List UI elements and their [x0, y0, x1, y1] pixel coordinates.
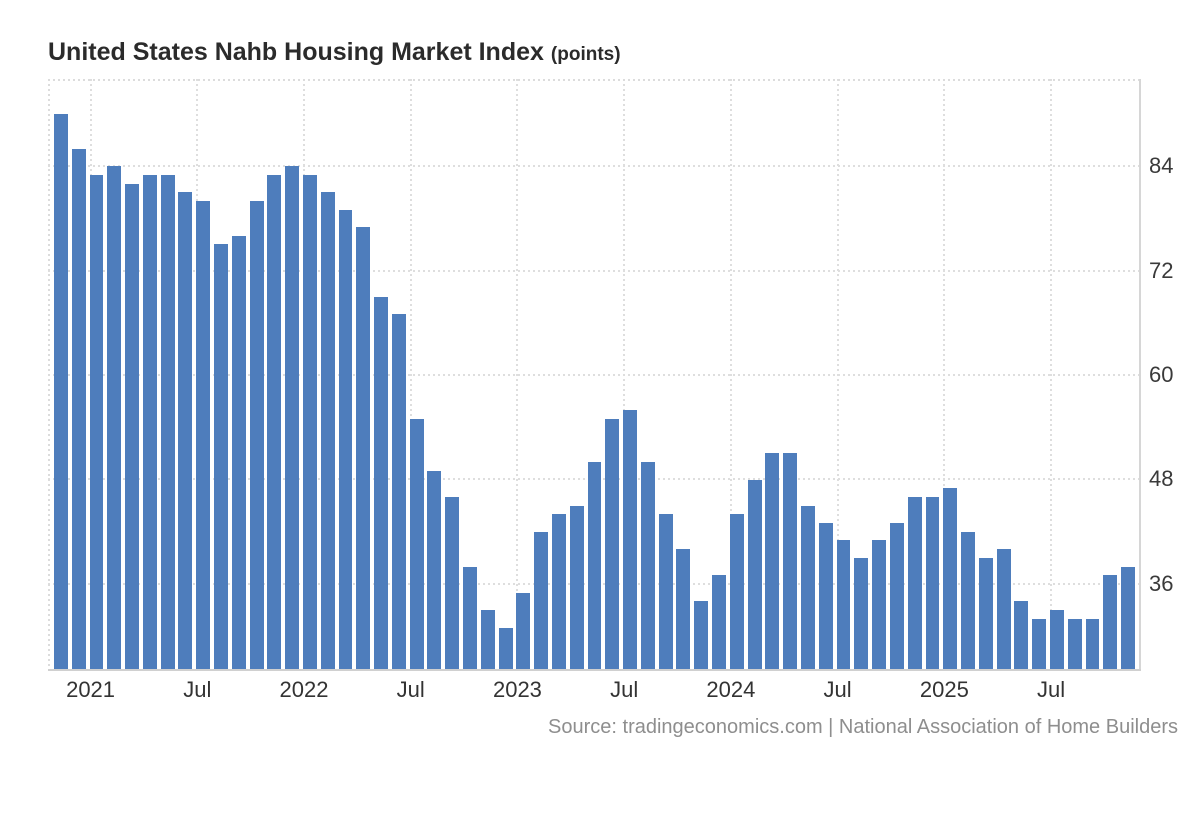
bar[interactable] [1014, 601, 1029, 671]
bar[interactable] [89, 174, 104, 671]
x-axis-tick-label: Jul [183, 677, 212, 702]
h-gridline [48, 269, 1141, 272]
x-axis-tick-label: Jul [1037, 677, 1066, 702]
bar[interactable] [640, 462, 655, 671]
bar[interactable] [391, 314, 406, 671]
bar[interactable] [658, 514, 673, 671]
h-gridline [48, 374, 1141, 376]
y-axis-tick-label: 36 [1149, 570, 1174, 596]
bar[interactable] [302, 174, 317, 671]
bar[interactable] [516, 592, 531, 671]
bar[interactable] [729, 514, 744, 671]
bar[interactable] [231, 235, 246, 671]
bar[interactable] [925, 496, 940, 671]
bar[interactable] [178, 192, 193, 671]
bar[interactable] [107, 166, 122, 671]
bar[interactable] [836, 540, 851, 671]
h-gridline [48, 165, 1141, 168]
bar[interactable] [71, 148, 86, 671]
bar[interactable] [712, 575, 726, 671]
x-axis-tick-label: 2025 [919, 677, 969, 702]
chart-title-units: (points) [550, 44, 621, 65]
bar[interactable] [249, 200, 264, 671]
bar[interactable] [214, 244, 228, 671]
plot-border-right [1139, 79, 1141, 671]
bar[interactable] [445, 496, 460, 671]
bar[interactable] [125, 183, 139, 671]
bar[interactable] [1121, 566, 1136, 671]
bar[interactable] [569, 505, 584, 671]
bar[interactable] [872, 540, 887, 671]
x-axis-tick-label: 2024 [706, 677, 756, 702]
plot-area [48, 79, 1141, 671]
bar[interactable] [587, 462, 602, 671]
chart-title-text: United States Nahb Housing Market Index [48, 38, 544, 66]
bar[interactable] [996, 549, 1011, 671]
bar[interactable] [338, 209, 353, 671]
bar[interactable] [534, 531, 549, 671]
bar[interactable] [623, 409, 638, 671]
bar[interactable] [320, 192, 335, 671]
plot-border-bottom [48, 669, 1141, 671]
bar[interactable] [907, 496, 922, 671]
y-axis-tick-label: 60 [1149, 362, 1174, 387]
bar[interactable] [374, 296, 388, 671]
bar[interactable] [694, 601, 709, 671]
bar[interactable] [605, 418, 620, 671]
bar[interactable] [943, 488, 958, 671]
bar[interactable] [676, 549, 691, 671]
bar[interactable] [783, 453, 798, 671]
bar[interactable] [765, 453, 780, 671]
bar[interactable] [427, 470, 442, 671]
bar[interactable] [160, 174, 175, 671]
bar[interactable] [1032, 618, 1047, 671]
bar[interactable] [196, 200, 211, 671]
bar[interactable] [285, 166, 300, 671]
bar[interactable] [1085, 618, 1100, 671]
bar[interactable] [480, 610, 495, 671]
bar[interactable] [747, 479, 762, 671]
bar[interactable] [961, 531, 975, 671]
y-axis-tick-label: 84 [1149, 153, 1174, 179]
bar[interactable] [818, 523, 833, 671]
bar[interactable] [409, 418, 424, 671]
bar[interactable] [1103, 575, 1118, 671]
bar[interactable] [1067, 618, 1082, 671]
bar[interactable] [463, 566, 477, 671]
bar[interactable] [978, 557, 993, 671]
bar[interactable] [1050, 610, 1064, 671]
bar[interactable] [142, 174, 157, 671]
bar[interactable] [889, 523, 904, 671]
bar[interactable] [356, 227, 371, 671]
source-credit: Source: tradingeconomics.com | National … [548, 716, 1178, 738]
bar[interactable] [551, 514, 566, 671]
x-axis-tick-label: Jul [396, 677, 425, 702]
x-axis-tick-label: Jul [823, 677, 852, 702]
y-axis-tick-label: 48 [1149, 466, 1174, 492]
x-axis-tick-label: 2022 [279, 677, 329, 702]
bar[interactable] [498, 627, 513, 671]
y-axis-tick-label: 72 [1149, 257, 1174, 283]
plot-border-top [48, 79, 1141, 81]
x-axis-tick-label: 2023 [492, 677, 542, 702]
chart-title: United States Nahb Housing Market Index (… [48, 38, 621, 67]
bar[interactable] [854, 557, 869, 671]
bar[interactable] [267, 174, 282, 671]
bar[interactable] [53, 113, 68, 671]
x-axis-tick-label: 2021 [66, 677, 116, 702]
bar[interactable] [801, 505, 815, 671]
plot-border-left [48, 79, 50, 671]
x-axis-tick-label: Jul [610, 677, 639, 702]
